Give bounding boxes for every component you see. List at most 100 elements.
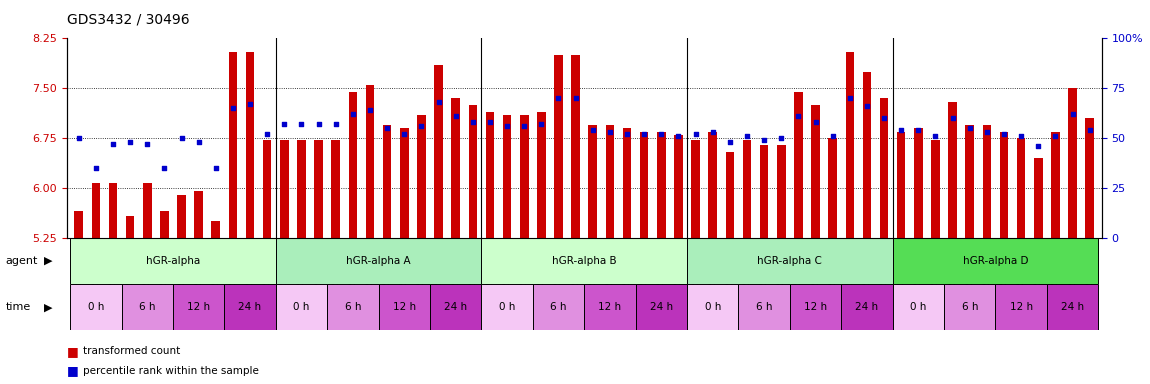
Point [738, 133, 757, 139]
Point [190, 139, 208, 145]
Bar [892, 284, 944, 330]
Text: 0 h: 0 h [87, 302, 103, 312]
Bar [520, 115, 529, 238]
Point [550, 95, 568, 101]
Bar [92, 183, 100, 238]
Text: 0 h: 0 h [293, 302, 309, 312]
Bar [1051, 132, 1059, 238]
Bar [297, 140, 306, 238]
Point [172, 135, 191, 141]
Point [789, 113, 807, 119]
Bar [636, 284, 687, 330]
Bar [892, 238, 1098, 284]
Point [361, 107, 380, 113]
Bar [331, 140, 340, 238]
Bar [75, 212, 83, 238]
Point [138, 141, 156, 147]
Point [378, 125, 397, 131]
Point [806, 119, 825, 125]
Text: 24 h: 24 h [238, 302, 261, 312]
Bar [172, 284, 224, 330]
Bar [996, 284, 1046, 330]
Text: transformed count: transformed count [83, 346, 181, 356]
Bar [708, 132, 716, 238]
Text: percentile rank within the sample: percentile rank within the sample [83, 366, 259, 376]
Point [207, 165, 225, 171]
Bar [790, 284, 842, 330]
Bar [400, 128, 408, 238]
Point [275, 121, 293, 127]
Point [583, 127, 601, 133]
Bar [263, 140, 271, 238]
Text: 6 h: 6 h [961, 302, 978, 312]
Bar [122, 284, 172, 330]
Point [995, 131, 1013, 137]
Bar [897, 132, 905, 238]
Bar [160, 212, 169, 238]
Bar [212, 222, 220, 238]
Text: 12 h: 12 h [598, 302, 621, 312]
Point [652, 131, 670, 137]
Text: ▶: ▶ [44, 256, 52, 266]
Point [481, 119, 499, 125]
Point [772, 135, 790, 141]
Bar [589, 125, 597, 238]
Point [841, 95, 859, 101]
Bar [327, 284, 378, 330]
Text: hGR-alpha C: hGR-alpha C [758, 256, 822, 266]
Bar [1034, 158, 1043, 238]
Bar [674, 135, 683, 238]
Text: 6 h: 6 h [550, 302, 567, 312]
Bar [452, 98, 460, 238]
Bar [482, 238, 687, 284]
Bar [1017, 138, 1026, 238]
Bar [224, 284, 276, 330]
Bar [468, 105, 477, 238]
Bar [862, 72, 872, 238]
Bar [246, 52, 254, 238]
Bar [314, 140, 323, 238]
Point [875, 115, 894, 121]
Text: GDS3432 / 30496: GDS3432 / 30496 [67, 13, 190, 27]
Text: ▶: ▶ [44, 302, 52, 312]
Point [69, 135, 87, 141]
Bar [125, 216, 135, 238]
Text: 24 h: 24 h [1061, 302, 1084, 312]
Point [396, 131, 414, 137]
Text: agent: agent [6, 256, 38, 266]
Text: 6 h: 6 h [139, 302, 155, 312]
Point [224, 105, 243, 111]
Bar [276, 284, 327, 330]
Text: 0 h: 0 h [705, 302, 721, 312]
Point [498, 123, 516, 129]
Bar [880, 98, 888, 238]
Text: 6 h: 6 h [345, 302, 361, 312]
Text: 0 h: 0 h [910, 302, 927, 312]
Text: ■: ■ [67, 364, 78, 377]
Point [754, 137, 773, 143]
Point [858, 103, 876, 109]
Point [463, 119, 482, 125]
Bar [777, 145, 785, 238]
Bar [623, 128, 631, 238]
Bar [554, 55, 562, 238]
Bar [845, 52, 854, 238]
Bar [70, 238, 276, 284]
Point [121, 139, 139, 145]
Bar [537, 112, 545, 238]
Bar [1086, 118, 1094, 238]
Point [515, 123, 534, 129]
Bar [828, 138, 837, 238]
Point [155, 165, 174, 171]
Point [687, 131, 705, 137]
Point [86, 165, 105, 171]
Point [635, 131, 653, 137]
Text: hGR-alpha: hGR-alpha [146, 256, 200, 266]
Bar [430, 284, 482, 330]
Bar [932, 140, 940, 238]
Point [910, 127, 928, 133]
Point [429, 99, 447, 105]
Bar [177, 195, 186, 238]
Bar [417, 115, 426, 238]
Point [721, 139, 739, 145]
